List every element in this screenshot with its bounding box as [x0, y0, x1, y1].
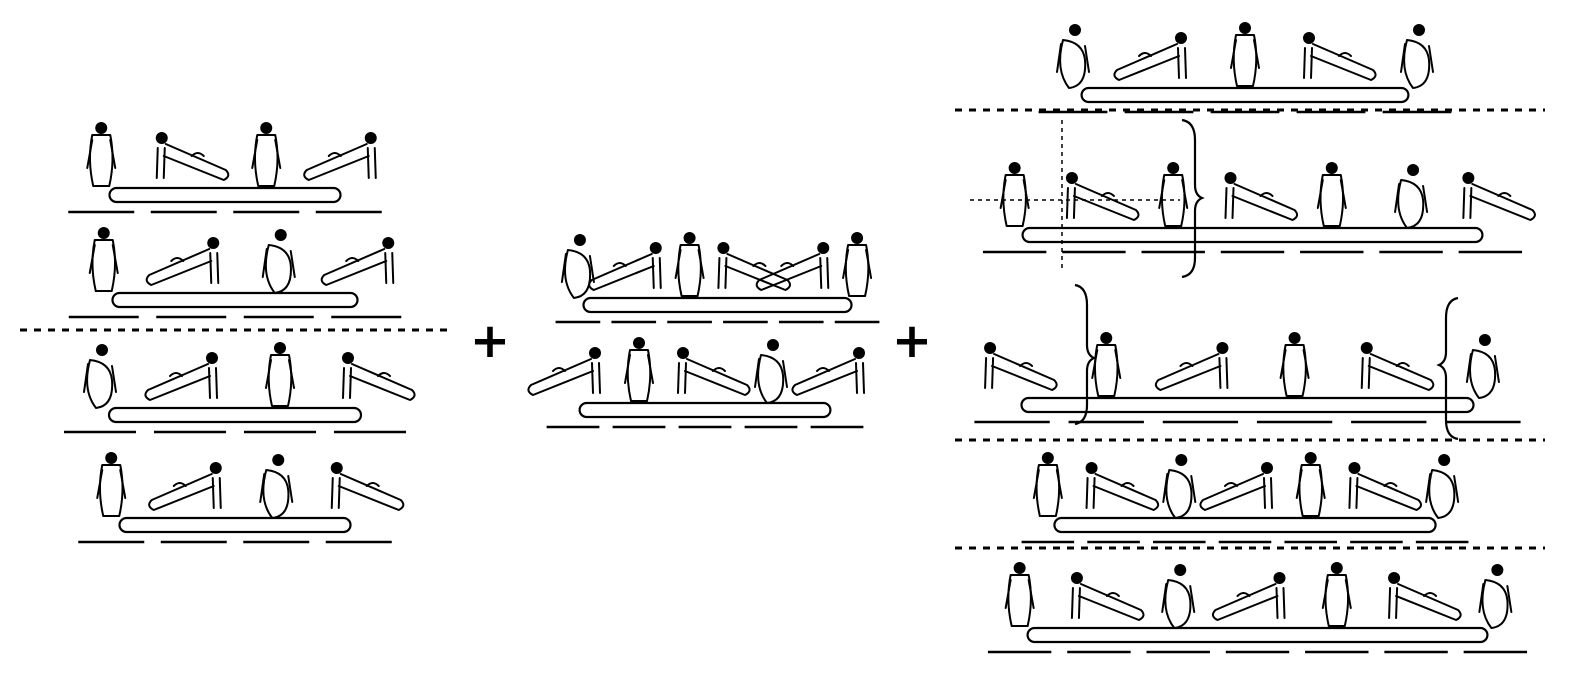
gymnast-figure-lean-right-icon — [145, 237, 227, 319]
right-row-1 — [1038, 22, 1452, 114]
gymnast-figure-stand-icon — [78, 452, 145, 544]
gymnast-figure-lean-left-icon — [1348, 462, 1422, 544]
gymnast-figure-lean-right-icon — [320, 237, 402, 319]
gymnast-figure-stand-icon — [612, 337, 666, 429]
gymnast-figure-lean-left-icon — [1220, 172, 1299, 254]
group-middle — [527, 232, 880, 429]
right-row-5 — [987, 562, 1528, 654]
gymnast-figure-lean-right-icon — [1211, 572, 1290, 654]
gymnast-figure-tuck-icon — [1415, 454, 1469, 544]
gymnast-figure-tuck-icon — [1038, 24, 1108, 114]
mid-row-1 — [555, 232, 880, 324]
pommel-horse-icon — [582, 296, 853, 314]
gymnast-figure-lean-right-icon — [144, 352, 226, 434]
left-row-2 — [68, 227, 402, 319]
gymnast-figure-lean-left-icon — [974, 342, 1058, 424]
gymnast-figure-tuck-icon — [1146, 564, 1210, 654]
gymnast-figure-tuck-icon — [1445, 334, 1521, 424]
gymnast-figure-lean-left-icon — [1085, 462, 1160, 544]
brace-right-1 — [1181, 118, 1205, 279]
pommel-horse-icon — [1020, 396, 1475, 414]
gymnast-figure-stand-icon — [1305, 562, 1369, 654]
pommel-horse-icon — [578, 401, 832, 419]
gymnast-figure-stand-icon — [1141, 162, 1205, 254]
right-row-2 — [982, 162, 1536, 254]
plus-operator-2: + — [892, 313, 932, 369]
gymnast-figure-stand-icon — [1256, 332, 1333, 424]
gymnast-figure-lean-left-icon — [1296, 32, 1377, 114]
gymnast-figure-lean-right-icon — [303, 132, 382, 214]
gymnast-figure-tuck-icon — [64, 344, 136, 434]
gymnast-figure-lean-left-icon — [1062, 172, 1140, 254]
pommel-horse-icon — [1080, 86, 1410, 104]
gymnast-figure-stand-icon — [233, 122, 300, 214]
gymnast-figure-tuck-icon — [1382, 24, 1452, 114]
gymnast-figure-stand-icon — [1210, 22, 1280, 114]
pommel-horse-icon — [108, 186, 342, 204]
gymnast-figure-lean-right-icon — [527, 347, 601, 429]
brace-right-2 — [1074, 283, 1097, 426]
gymnast-figure-lean-left-icon — [1458, 172, 1536, 254]
gymnast-figure-lean-right-icon — [1199, 462, 1273, 544]
gymnast-figure-lean-right-icon — [588, 242, 662, 324]
pommel-horse-icon — [1021, 226, 1484, 244]
pommel-horse-icon — [1053, 516, 1437, 534]
pommel-horse-icon — [118, 516, 352, 534]
mid-row-2 — [527, 337, 865, 429]
gymnast-figure-tuck-icon — [555, 234, 601, 324]
gymnast-figure-lean-right-icon — [148, 462, 227, 544]
group-left — [64, 122, 416, 544]
gymnast-figure-tuck-icon — [744, 339, 798, 429]
gymnast-figure-stand-icon — [982, 162, 1047, 254]
gymnast-figure-stand-icon — [1284, 452, 1337, 544]
gymnast-figure-stand-icon — [244, 342, 316, 434]
gymnast-figure-lean-left-icon — [150, 132, 230, 214]
gymnast-figure-stand-icon — [68, 227, 139, 319]
gymnast-figure-tuck-icon — [243, 454, 310, 544]
gymnast-figure-lean-right-icon — [1113, 32, 1194, 114]
gymnast-figure-tuck-icon — [1463, 564, 1528, 654]
left-row-1 — [68, 122, 382, 214]
gymnast-figure-lean-left-icon — [1351, 342, 1435, 424]
gymnast-figure-stand-icon — [68, 122, 135, 214]
brace-left-3 — [1436, 296, 1459, 441]
figures-layer — [64, 22, 1536, 654]
gymnast-figure-stand-icon — [667, 232, 712, 324]
gymnast-figure-lean-left-icon — [677, 347, 751, 429]
plus-operator-1: + — [470, 313, 510, 369]
left-row-4 — [78, 452, 405, 544]
pommel-horse-icon — [111, 291, 359, 309]
gymnast-figure-stand-icon — [1068, 332, 1144, 424]
gymnast-figure-lean-right-icon — [755, 242, 830, 324]
pommel-horse-icon — [107, 406, 363, 424]
gymnast-figure-stand-icon — [987, 562, 1052, 654]
right-row-4 — [1021, 452, 1469, 544]
gymnast-figure-lean-left-icon — [1067, 572, 1145, 654]
gymnast-figure-tuck-icon — [1379, 164, 1443, 254]
gymnast-figure-lean-left-icon — [1384, 572, 1462, 654]
gymnast-figure-stand-icon — [834, 232, 880, 324]
gymnast-figure-lean-left-icon — [334, 352, 416, 434]
gymnast-figure-tuck-icon — [243, 229, 314, 319]
gymnast-figure-lean-left-icon — [325, 462, 405, 544]
right-row-3 — [974, 332, 1521, 424]
left-row-3 — [64, 342, 416, 434]
gymnast-figure-tuck-icon — [1153, 454, 1206, 544]
pommel-horse-icon — [1026, 626, 1489, 644]
gymnast-figure-lean-right-icon — [1154, 342, 1239, 424]
gymnast-figure-lean-right-icon — [791, 347, 865, 429]
group-right — [974, 22, 1536, 654]
gymnast-figure-stand-icon — [1300, 162, 1364, 254]
gymnast-figure-stand-icon — [1021, 452, 1075, 544]
